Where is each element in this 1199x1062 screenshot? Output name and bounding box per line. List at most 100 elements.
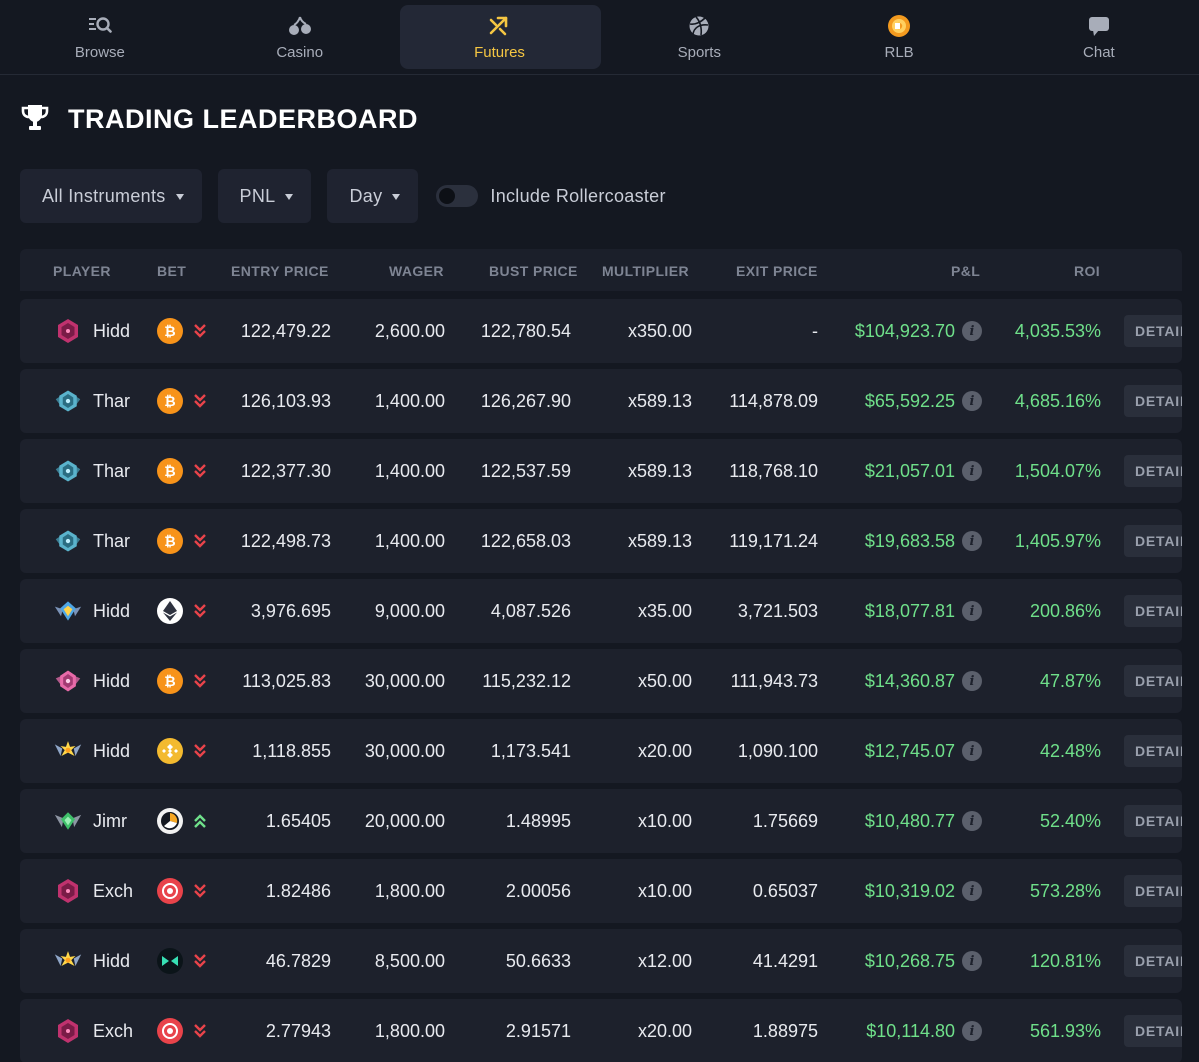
tab-futures[interactable]: Futures: [399, 0, 601, 75]
exit-price: 118,768.10: [729, 460, 818, 481]
details-button[interactable]: DETAILS: [1124, 595, 1182, 627]
active-tab-highlight: [399, 5, 601, 69]
table-row[interactable]: Hidd ₿ 113,025.83 30,000.00 115,232.12 x50.00…: [20, 649, 1182, 713]
leaderboard-table: PLAYER BET ENTRY PRICE WAGER BUST PRICE …: [20, 249, 1182, 1062]
table-row[interactable]: Thar ₿ 122,498.73 1,400.00 122,658.03 x589.13…: [20, 509, 1182, 573]
multiplier: x589.13: [627, 460, 692, 481]
player-name[interactable]: Thar: [93, 390, 131, 411]
info-icon[interactable]: i: [962, 369, 982, 433]
multiplier: x589.13: [627, 530, 692, 551]
details-button[interactable]: DETAILS: [1124, 875, 1182, 907]
player-name[interactable]: Hidd: [93, 670, 131, 691]
player-name[interactable]: Thar: [93, 530, 131, 551]
entry-price: 1,118.855: [252, 740, 331, 761]
exit-price: 1.75669: [752, 810, 818, 831]
filter-bar: All Instruments PNL Day Include Rollerco…: [20, 169, 666, 223]
metric-dropdown-value: PNL: [239, 185, 276, 206]
player-name[interactable]: Exch: [93, 880, 134, 901]
details-button[interactable]: DETAILS: [1124, 525, 1182, 557]
metric-dropdown[interactable]: PNL: [217, 169, 312, 223]
pnl-value: $21,057.01: [864, 460, 955, 481]
details-button[interactable]: DETAILS: [1124, 385, 1182, 417]
top-nav: Browse Casino Futures Sports RLB Chat: [0, 0, 1199, 75]
table-row[interactable]: Hidd ₿ 122,479.22 2,600.00 122,780.54 x350.00…: [20, 299, 1182, 363]
player-name[interactable]: Jimr: [93, 810, 127, 831]
table-row[interactable]: Thar ₿ 126,103.93 1,400.00 126,267.90 x589.13…: [20, 369, 1182, 433]
bust-price: 2.00056: [505, 880, 571, 901]
exit-price: 0.65037: [752, 880, 818, 901]
rollercoaster-toggle-label: Include Rollercoaster: [490, 185, 666, 206]
bust-price: 126,267.90: [480, 390, 571, 411]
player-name[interactable]: Hidd: [93, 320, 131, 341]
details-button[interactable]: DETAILS: [1124, 945, 1182, 977]
short-direction-icon: [192, 299, 208, 363]
details-button[interactable]: DETAILS: [1124, 805, 1182, 837]
rank-badge-icon: [54, 789, 82, 853]
exit-price: 119,171.24: [729, 530, 818, 551]
table-row[interactable]: Hidd 46.7829 8,500.00 50.6633 x12.00 41.4291 $…: [20, 929, 1182, 993]
tab-browse[interactable]: Browse: [0, 0, 200, 75]
bust-price: 122,537.59: [480, 460, 571, 481]
info-icon[interactable]: i: [962, 789, 982, 853]
info-icon[interactable]: i: [962, 929, 982, 993]
details-button[interactable]: DETAILS: [1124, 735, 1182, 767]
bust-price: 115,232.12: [482, 670, 571, 691]
rank-badge-icon: [54, 859, 82, 923]
info-icon[interactable]: i: [962, 579, 982, 643]
details-button[interactable]: DETAILS: [1124, 665, 1182, 697]
info-icon[interactable]: i: [962, 649, 982, 713]
info-icon[interactable]: i: [962, 719, 982, 783]
entry-price: 122,377.30: [240, 460, 331, 481]
table-row[interactable]: Thar ₿ 122,377.30 1,400.00 122,537.59 x589.13…: [20, 439, 1182, 503]
table-row[interactable]: Exch 2.77943 1,800.00 2.91571 x20.00 1.88975 $…: [20, 999, 1182, 1062]
roi-value: 200.86%: [1029, 600, 1101, 621]
tab-rlb[interactable]: RLB: [799, 0, 999, 75]
player-name[interactable]: Thar: [93, 460, 131, 481]
pnl-value: $104,923.70: [854, 320, 955, 341]
table-row[interactable]: Hidd 1,118.855 30,000.00 1,173.541 x20.00 1,0…: [20, 719, 1182, 783]
bust-price: 1,173.541: [490, 740, 571, 761]
tab-chat[interactable]: Chat: [999, 0, 1199, 75]
wager: 30,000.00: [364, 670, 445, 691]
tab-casino[interactable]: Casino: [200, 0, 400, 75]
table-row[interactable]: Exch 1.82486 1,800.00 2.00056 x10.00 0.65037 $…: [20, 859, 1182, 923]
rank-badge-icon: [54, 579, 82, 643]
info-icon[interactable]: i: [962, 859, 982, 923]
rollercoaster-toggle-group: Include Rollercoaster: [436, 185, 665, 207]
info-icon[interactable]: i: [962, 439, 982, 503]
info-icon[interactable]: i: [962, 999, 982, 1062]
player-name[interactable]: Hidd: [93, 740, 131, 761]
token-icon: [157, 999, 183, 1062]
short-direction-icon: [192, 439, 208, 503]
player-name[interactable]: Hidd: [93, 600, 131, 621]
ethereum-icon: [157, 579, 183, 643]
details-button[interactable]: DETAILS: [1124, 455, 1182, 487]
bust-price: 122,780.54: [480, 320, 571, 341]
rollercoaster-toggle[interactable]: [436, 185, 479, 207]
instruments-dropdown[interactable]: All Instruments: [20, 169, 202, 223]
header-pnl: P&L: [951, 263, 981, 279]
bust-price: 2.91571: [505, 1020, 571, 1041]
player-name[interactable]: Hidd: [93, 950, 131, 971]
table-header: PLAYER BET ENTRY PRICE WAGER BUST PRICE …: [20, 249, 1182, 291]
wager: 30,000.00: [364, 740, 445, 761]
details-button-wrap: DETAILS: [1124, 649, 1182, 713]
exit-price: 41.4291: [752, 950, 818, 971]
short-direction-icon: [192, 929, 208, 993]
table-row[interactable]: Jimr 1.65405 20,000.00 1.48995 x10.00 1.75669…: [20, 789, 1182, 853]
exit-price: 114,878.09: [729, 390, 818, 411]
details-button[interactable]: DETAILS: [1124, 315, 1182, 347]
period-dropdown[interactable]: Day: [327, 169, 419, 223]
roi-value: 47.87%: [1039, 670, 1101, 691]
player-name[interactable]: Exch: [93, 1020, 134, 1041]
info-icon[interactable]: i: [962, 509, 982, 573]
info-icon[interactable]: i: [962, 299, 982, 363]
tab-sports[interactable]: Sports: [599, 0, 799, 75]
table-row[interactable]: Hidd 3,976.695 9,000.00 4,087.526 x35.00 3,72…: [20, 579, 1182, 643]
short-direction-icon: [192, 649, 208, 713]
pnl-value: $65,592.25: [864, 390, 955, 411]
period-dropdown-value: Day: [349, 185, 383, 206]
pnl-value: $10,268.75: [864, 950, 955, 971]
multiplier: x50.00: [637, 670, 692, 691]
details-button[interactable]: DETAILS: [1124, 1015, 1182, 1047]
